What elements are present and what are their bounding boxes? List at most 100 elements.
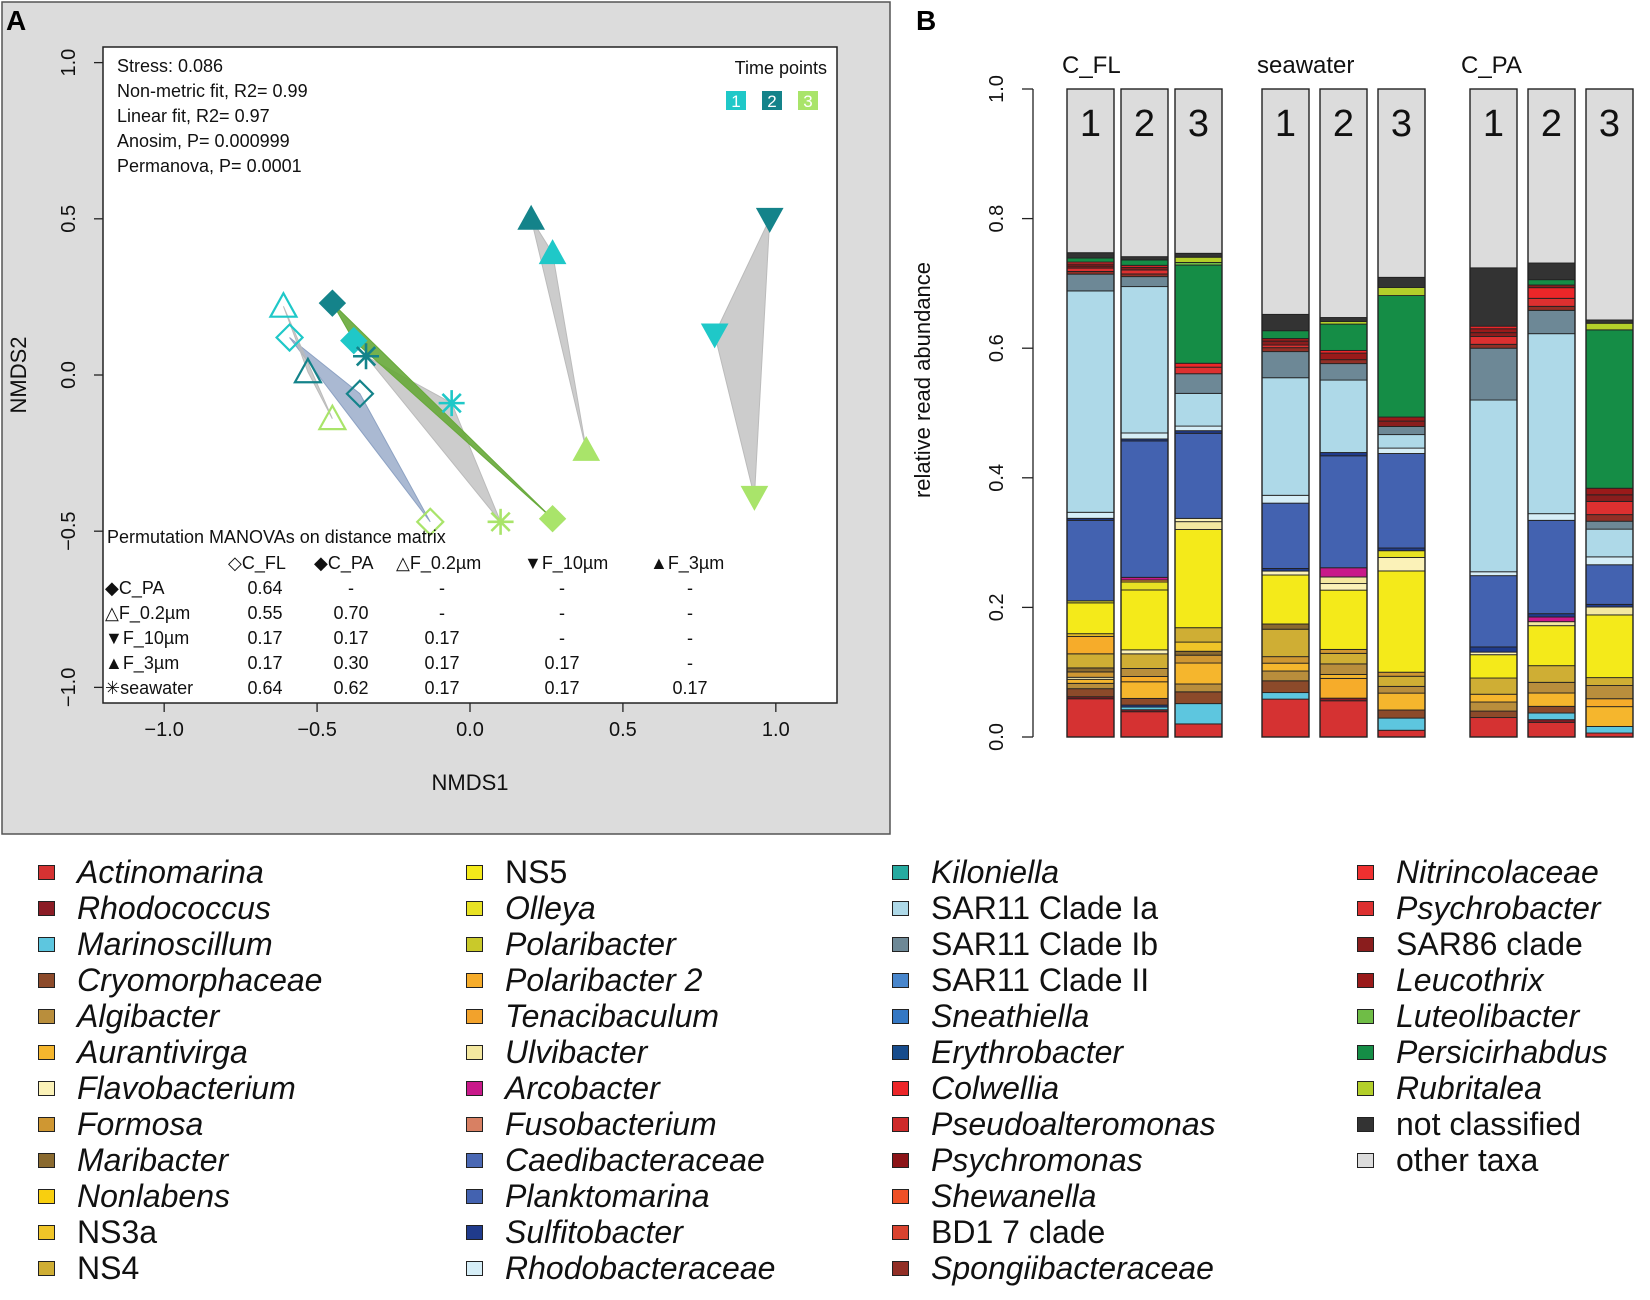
legend-item: Aurantivirga <box>38 1034 322 1070</box>
legend-swatch <box>1357 900 1374 916</box>
bar-segment <box>1469 571 1518 577</box>
bar-segment <box>1174 425 1223 432</box>
point-F3m-t2 <box>517 204 546 230</box>
bar-segment <box>1174 256 1223 263</box>
bar-segment <box>1319 663 1368 675</box>
stat-permanova: Permanova, P= 0.0001 <box>117 156 302 176</box>
bar-segment <box>1120 440 1169 578</box>
legend-item: SAR11 Clade Ia <box>892 890 1216 926</box>
bar-segment <box>1527 665 1576 683</box>
stacked-bar: 2 <box>1527 88 1576 738</box>
bar-segment <box>1261 656 1310 664</box>
legend-item: Formosa <box>38 1106 322 1142</box>
legend-label: NS3a <box>77 1214 158 1250</box>
bar-segment <box>1120 259 1169 266</box>
bar-number-label: 1 <box>1275 103 1296 145</box>
point-CFL-t3 <box>415 507 445 537</box>
point-CPA-t2 <box>318 289 347 317</box>
bar-segment <box>1469 710 1518 719</box>
legend-item: BD1 7 clade <box>892 1214 1216 1250</box>
bar-segment <box>1261 680 1310 694</box>
bar-segment <box>1527 262 1576 281</box>
manova-cell: - <box>687 628 693 648</box>
bar-segment <box>1174 641 1223 652</box>
bar-segment <box>1261 628 1310 658</box>
legend-label: Maribacter <box>77 1142 229 1178</box>
legend-item: Planktomarina <box>466 1178 775 1214</box>
bar-segment <box>1319 589 1368 650</box>
point-F10m-t3 <box>740 485 769 511</box>
bar-segment <box>1066 252 1115 259</box>
bar-segment <box>1174 683 1223 693</box>
y-tick-label: 1.0 <box>58 49 80 77</box>
manova-cell: 0.17 <box>333 628 368 648</box>
legend-label: Spongiibacteraceae <box>931 1250 1214 1286</box>
legend-swatch <box>38 936 55 952</box>
bar-group-label: C_PA <box>1461 52 1522 79</box>
bar-segment <box>1377 557 1426 572</box>
legend-item: Psychromonas <box>892 1142 1216 1178</box>
legend-item: Marinoscillum <box>38 926 322 962</box>
legend-swatch <box>892 1152 909 1168</box>
legend-label: Ulvibacter <box>505 1034 648 1070</box>
bar-segment <box>1469 654 1518 679</box>
legend-item: Nonlabens <box>38 1178 322 1214</box>
time-point-label-2: 2 <box>767 92 776 111</box>
legend-item: Sneathiella <box>892 998 1216 1034</box>
manova-cell: - <box>559 578 565 598</box>
legend-label: Rhodococcus <box>77 890 271 926</box>
manova-cell: - <box>559 628 565 648</box>
legend-column: Actinomarina Rhodococcus Marinoscillum Cryo… <box>38 854 322 1286</box>
bar-segment <box>1174 529 1223 629</box>
bar-y-tick-label: 0.8 <box>986 205 1008 233</box>
bar-number-label: 3 <box>1391 103 1412 145</box>
bar-segment <box>1261 670 1310 682</box>
legend-swatch <box>38 1080 55 1096</box>
bar-segment <box>1261 574 1310 625</box>
bar-segment <box>1469 347 1518 401</box>
manova-cell: 0.30 <box>333 653 368 673</box>
legend-label: SAR11 Clade II <box>931 962 1150 998</box>
legend-item: other taxa <box>1357 1142 1608 1178</box>
bar-segment <box>1527 297 1576 307</box>
bar-segment <box>1469 399 1518 573</box>
legend-item: Nitrincolaceae <box>1357 854 1608 890</box>
point-F3m-t3 <box>572 435 601 461</box>
manova-cell: 0.17 <box>544 653 579 673</box>
legend-label: SAR11 Clade Ia <box>931 890 1159 926</box>
bar-segment <box>1585 487 1634 496</box>
legend-label: Leucothrix <box>1396 962 1544 998</box>
legend-swatch <box>38 1188 55 1204</box>
y-tick-label: 0.5 <box>58 205 80 233</box>
bar-segment <box>1066 653 1115 669</box>
manova-cell: 0.17 <box>424 653 459 673</box>
bar-segment <box>1319 700 1368 738</box>
y-tick-label: −1.0 <box>58 668 80 707</box>
legend-label: NS5 <box>505 854 568 890</box>
bar-segment <box>1066 698 1115 738</box>
legend-swatch <box>892 1260 909 1276</box>
bar-segment <box>1319 673 1368 679</box>
bar-segment <box>1469 343 1518 349</box>
bar-segment <box>1377 717 1426 731</box>
stacked-bar-chart: 0.00.20.40.60.81.01 2 3 1 2 3 1 2 3 <box>986 75 1634 751</box>
legend-swatch <box>1357 1080 1374 1096</box>
bar-segment <box>1261 698 1310 738</box>
legend-label: Pseudoalteromonas <box>931 1106 1216 1142</box>
legend-label: Fusobacterium <box>505 1106 717 1142</box>
bar-number-label: 2 <box>1134 103 1155 145</box>
legend-item: Pseudoalteromonas <box>892 1106 1216 1142</box>
bar-segment <box>1120 681 1169 699</box>
legend-swatch <box>892 1008 909 1024</box>
bar-segment <box>1585 329 1634 489</box>
nmds-stats: Stress: 0.086 Non-metric fit, R2= 0.99 L… <box>117 56 308 176</box>
bar-segment <box>1319 567 1368 578</box>
time-points-title: Time points <box>735 58 827 78</box>
legend-swatch <box>466 936 483 952</box>
asterisk-stroke <box>441 393 462 414</box>
legend-swatch <box>38 1116 55 1132</box>
legend-swatch <box>38 972 55 988</box>
legend-label: Cryomorphaceae <box>77 962 323 998</box>
bar-segment <box>1174 703 1223 725</box>
x-tick-label: −1.0 <box>144 719 183 741</box>
